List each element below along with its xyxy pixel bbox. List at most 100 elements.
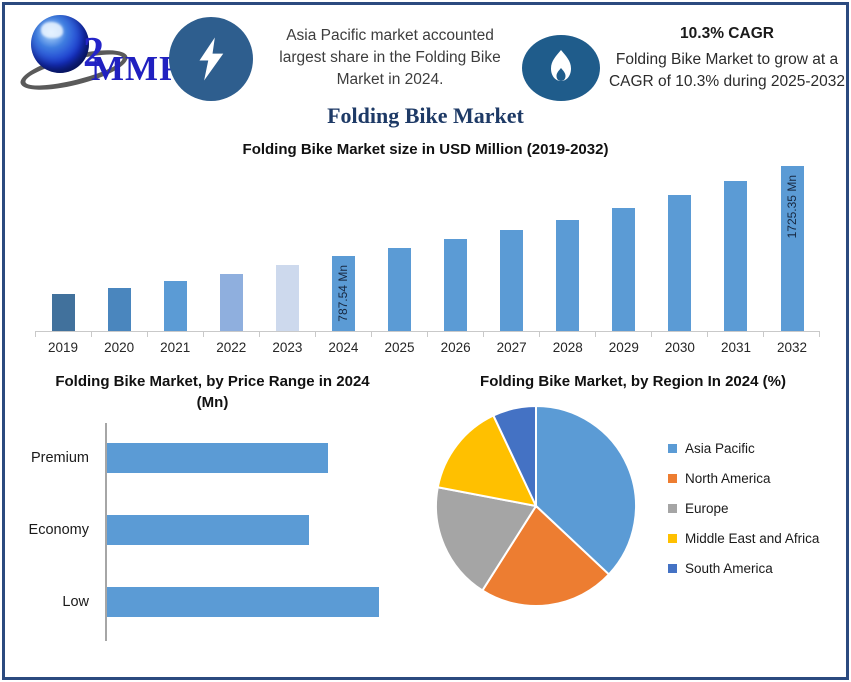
- axis-tick: [484, 332, 540, 337]
- x-axis-label: 2020: [104, 340, 135, 355]
- bar-column: [708, 181, 764, 331]
- axis-tick: [596, 332, 652, 337]
- bar-column: 1725.35 Mn: [764, 166, 820, 331]
- bar-2020: [107, 288, 131, 331]
- bar-column: [652, 195, 708, 331]
- legend-label: Europe: [685, 501, 729, 516]
- region-legend: Asia Pacific North America Europe Middle Ea…: [668, 441, 819, 576]
- hbar-row: Premium: [31, 443, 420, 473]
- legend-item: North America: [668, 471, 819, 486]
- bar-2031: [724, 181, 748, 331]
- bar-2022: [219, 274, 243, 331]
- bar-data-label: 787.54 Mn: [336, 265, 351, 322]
- bar-2019: [51, 294, 75, 331]
- region-chart-title: Folding Bike Market, by Region In 2024 (…: [480, 373, 786, 390]
- globe-icon: [31, 15, 89, 73]
- x-axis-label: 2028: [552, 340, 583, 355]
- legend-marker: [668, 474, 677, 483]
- category-label: Economy: [28, 522, 89, 538]
- axis-tick: [316, 332, 372, 337]
- pie-slice-middle-east-and-africa: [436, 414, 537, 507]
- lightning-badge: [169, 17, 253, 101]
- category-label: Low: [62, 594, 89, 610]
- x-axis-label: 2027: [496, 340, 527, 355]
- x-axis-label: 2026: [440, 340, 471, 355]
- region-panel: Folding Bike Market, by Region In 2024 (…: [420, 371, 846, 641]
- pie-slice-south-america: [492, 405, 537, 507]
- pie-slice-asia-pacific: [535, 405, 637, 576]
- axis-tick: [652, 332, 708, 337]
- x-axis-label: 2021: [160, 340, 191, 355]
- bar-2027: [500, 230, 524, 331]
- bar-2023: [275, 265, 299, 331]
- legend-marker: [668, 534, 677, 543]
- legend-item: South America: [668, 561, 819, 576]
- flame-icon: [551, 50, 571, 81]
- logo-text: MMR: [91, 49, 186, 88]
- bar-2032: 1725.35 Mn: [780, 166, 804, 331]
- price-range-chart-title: Folding Bike Market, by Price Range in 2…: [55, 373, 370, 411]
- legend-marker: [668, 504, 677, 513]
- market-size-chart: 787.54 Mn 1725.35 Mn 2019 2020 2021 2022 2023 2…: [35, 164, 820, 355]
- axis-tick: [428, 332, 484, 337]
- x-axis-label: 2032: [777, 340, 808, 355]
- x-axis-label: 2022: [216, 340, 247, 355]
- bar-2024: 787.54 Mn: [331, 256, 355, 331]
- hbar-low: [107, 587, 379, 617]
- bar-column: [259, 265, 315, 331]
- hbar-row: Low: [62, 587, 420, 617]
- bar-2028: [556, 220, 580, 331]
- bar-column: 787.54 Mn: [315, 256, 371, 331]
- x-axis-label: 2025: [384, 340, 415, 355]
- x-axis-label: 2029: [608, 340, 639, 355]
- x-axis-label: 2031: [720, 340, 751, 355]
- legend-label: South America: [685, 561, 773, 576]
- axis-tick: [36, 332, 92, 337]
- axis-tick: [540, 332, 596, 337]
- axis-tick: [204, 332, 260, 337]
- pie-slice-europe: [435, 486, 537, 592]
- bar-column: [484, 230, 540, 331]
- legend-marker: [668, 564, 677, 573]
- region-pie: [430, 400, 642, 617]
- hbar-economy: [107, 515, 309, 545]
- pie-slice-north-america: [481, 505, 610, 607]
- hbar-premium: [107, 443, 328, 473]
- legend-item: Asia Pacific: [668, 441, 819, 456]
- x-axis-label: 2019: [48, 340, 79, 355]
- x-axis-label: 2030: [664, 340, 695, 355]
- region-chart: Asia Pacific North America Europe Middle Ea…: [420, 400, 846, 617]
- cagr-title: 10.3% CAGR: [680, 25, 774, 42]
- lightning-icon: [199, 37, 224, 81]
- logo-digit: 2: [83, 30, 104, 76]
- bar-2025: [388, 248, 411, 331]
- bar-column: [203, 274, 259, 331]
- bar-data-label: 1725.35 Mn: [785, 175, 800, 239]
- axis-tick: [148, 332, 204, 337]
- bar-2030: [668, 195, 692, 331]
- flame-badge: [522, 35, 600, 101]
- page-title: Folding Bike Market: [327, 103, 524, 128]
- bar-column: [91, 288, 147, 331]
- bar-2021: [163, 281, 187, 331]
- legend-label: Asia Pacific: [685, 441, 755, 456]
- legend-label: Middle East and Africa: [685, 531, 820, 546]
- bar-column: [147, 281, 203, 331]
- axis-tick: [764, 332, 820, 337]
- header-statement: Asia Pacific market accounted largest sh…: [279, 27, 501, 88]
- category-label: Premium: [30, 450, 89, 466]
- legend-label: North America: [685, 471, 771, 486]
- cagr-block: 10.3% CAGR Folding Bike Market to grow a…: [603, 25, 846, 93]
- legend-item: Europe: [668, 501, 819, 516]
- bottom-row: Folding Bike Market, by Price Range in 2…: [5, 371, 846, 641]
- x-axis-label: 2023: [272, 340, 303, 355]
- bar-column: [596, 208, 652, 331]
- bar-column: [371, 248, 427, 331]
- legend-marker: [668, 444, 677, 453]
- legend-item: Middle East and Africa: [668, 531, 819, 546]
- axis-tick: [372, 332, 428, 337]
- mmr-logo: 2 MMR: [17, 13, 184, 99]
- axis-tick: [260, 332, 316, 337]
- hbar-row: Economy: [29, 515, 420, 545]
